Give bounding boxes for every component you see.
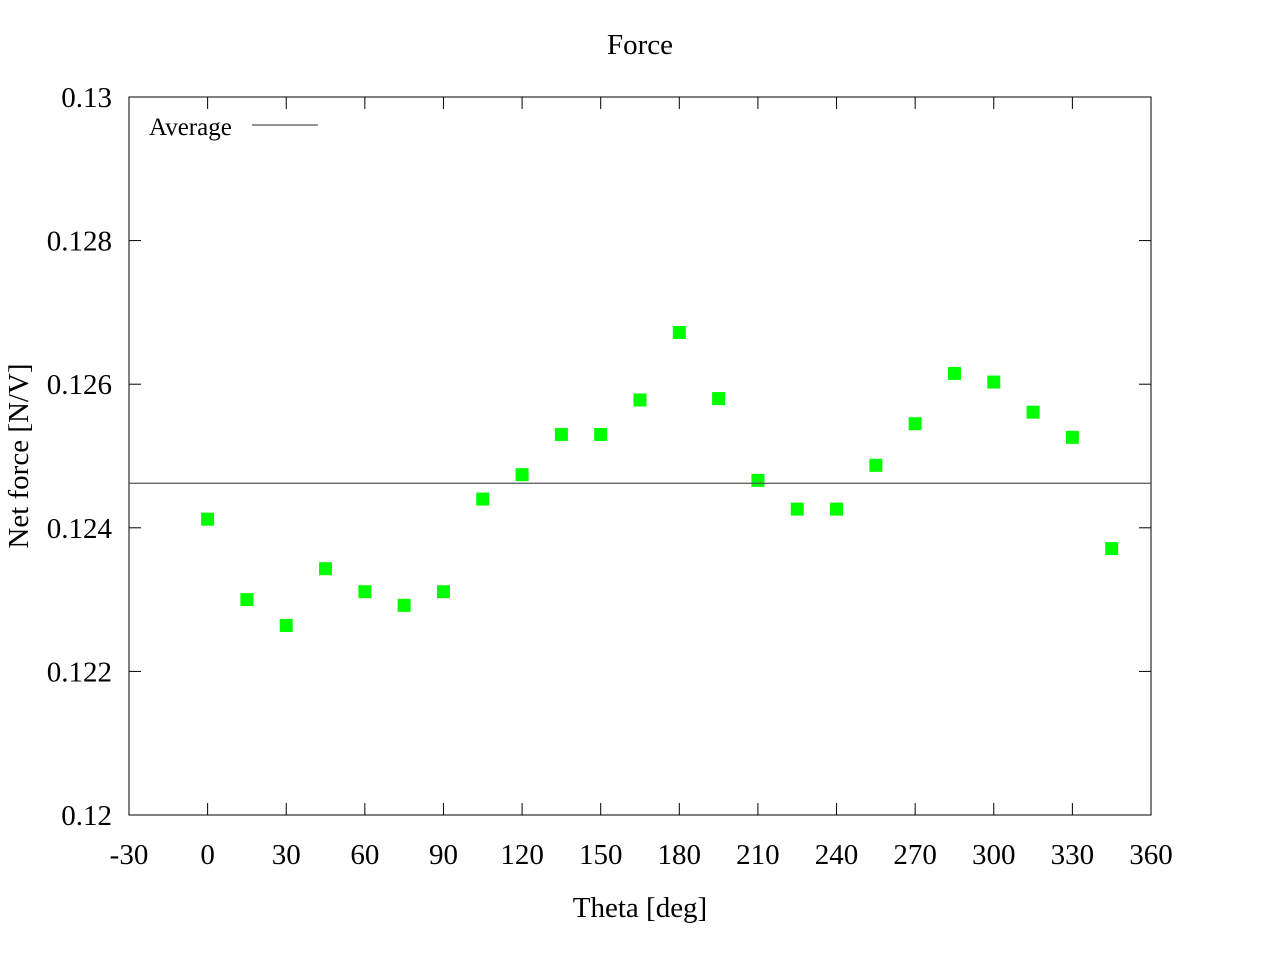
x-axis-label: Theta [deg]: [573, 892, 707, 924]
data-point: [554, 427, 568, 441]
x-tick-label: 300: [972, 839, 1016, 871]
y-tick-label: 0.128: [47, 226, 112, 258]
x-tick-label: 60: [350, 839, 379, 871]
x-tick-label: 150: [579, 839, 623, 871]
data-point: [240, 593, 254, 607]
data-point: [830, 502, 844, 516]
legend: Average: [149, 114, 318, 141]
x-tick-label: 120: [500, 839, 544, 871]
data-point: [201, 512, 215, 526]
data-point: [947, 366, 961, 380]
x-tick-label: -30: [110, 839, 149, 871]
y-axis-label: Net force [N/V]: [3, 363, 35, 548]
plot-border: [128, 96, 1152, 816]
y-tick-label: 0.124: [47, 513, 113, 545]
data-point: [712, 392, 726, 406]
data-point: [908, 417, 922, 431]
x-tick-label: 240: [815, 839, 859, 871]
data-point: [790, 502, 804, 516]
data-point: [1065, 430, 1079, 444]
data-point: [869, 458, 883, 472]
y-tick-label: 0.126: [47, 369, 112, 401]
y-tick-label: 0.122: [47, 656, 112, 688]
x-tick-label: 180: [658, 839, 702, 871]
x-tick-label: 0: [200, 839, 215, 871]
x-tick-label: 210: [736, 839, 780, 871]
data-point: [987, 375, 1001, 389]
data-point: [358, 585, 372, 599]
data-point: [476, 492, 490, 506]
data-point: [515, 468, 529, 482]
data-point: [319, 562, 333, 576]
x-tick-label: 360: [1129, 839, 1173, 871]
data-point: [751, 473, 765, 487]
plot-area: -30 0 30 60 90 120 150 180 210 240 270 300 330 360 0.1…: [47, 82, 1173, 871]
x-tick-label: 30: [272, 839, 301, 871]
data-point: [672, 326, 686, 340]
x-tick-label: 90: [429, 839, 458, 871]
x-tick-label: 270: [893, 839, 937, 871]
legend-label-average: Average: [149, 114, 232, 141]
chart-title: Force: [607, 29, 673, 61]
data-point: [279, 618, 293, 632]
y-tick-label: 0.12: [61, 800, 112, 832]
data-point: [633, 393, 647, 407]
data-point: [1105, 542, 1119, 556]
y-tick-label: 0.13: [61, 82, 112, 114]
data-point: [594, 427, 608, 441]
data-point: [436, 585, 450, 599]
x-tick-label: 330: [1051, 839, 1095, 871]
data-point: [1026, 405, 1040, 419]
data-point: [397, 598, 411, 612]
